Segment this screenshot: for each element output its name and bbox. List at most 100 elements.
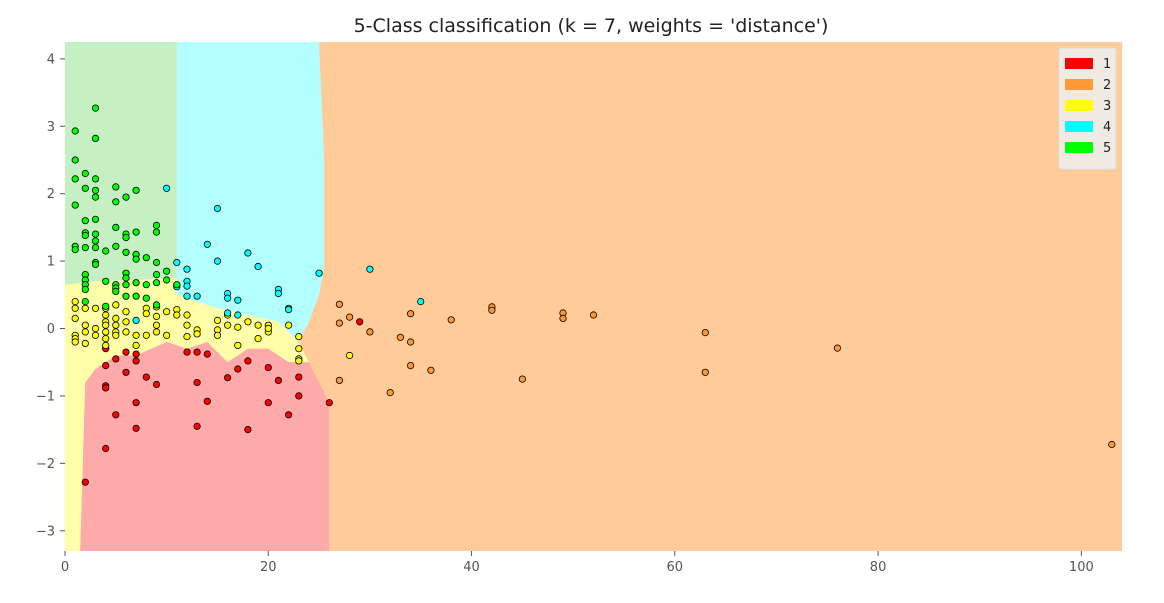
data-point-class-2 (366, 328, 374, 336)
data-point-class-3 (152, 328, 161, 336)
data-point-class-5 (132, 228, 140, 236)
data-point-class-5 (122, 248, 130, 256)
data-point-class-4 (132, 316, 140, 324)
data-point-class-5 (122, 281, 130, 289)
data-point-class-3 (81, 328, 89, 336)
y-tick-label: 2 (47, 187, 55, 202)
data-point-class-5 (102, 277, 110, 285)
data-point-class-5 (122, 233, 130, 242)
data-point-class-5 (91, 215, 100, 223)
data-point-class-2 (701, 368, 709, 376)
data-point-class-3 (295, 345, 303, 353)
data-point-class-4 (284, 305, 293, 314)
y-tick-label: −2 (36, 457, 55, 472)
data-point-class-5 (71, 175, 79, 183)
data-point-class-2 (406, 338, 415, 346)
data-point-class-2 (335, 300, 343, 308)
data-point-class-3 (213, 331, 222, 339)
data-point-class-1 (234, 365, 242, 373)
data-point-class-5 (112, 223, 120, 231)
data-point-class-5 (71, 156, 79, 164)
data-point-class-3 (91, 324, 100, 333)
data-point-class-3 (112, 321, 120, 329)
data-point-class-4 (224, 309, 232, 317)
legend-label-5: 5 (1103, 141, 1111, 156)
data-point-class-5 (81, 244, 89, 252)
data-point-class-3 (152, 312, 161, 320)
data-point-class-5 (152, 270, 161, 279)
data-point-class-5 (71, 246, 79, 254)
data-point-class-5 (71, 201, 79, 209)
data-point-class-1 (132, 357, 140, 365)
data-point-class-3 (295, 357, 303, 365)
data-point-class-3 (234, 341, 242, 349)
x-tick-label: 60 (667, 560, 684, 575)
x-tick-label: 0 (61, 560, 69, 575)
data-point-class-2 (1108, 440, 1116, 449)
data-point-class-3 (112, 331, 120, 339)
data-point-class-3 (122, 328, 130, 336)
legend-swatch-3 (1065, 100, 1093, 111)
data-point-class-5 (112, 183, 120, 191)
data-point-class-4 (183, 292, 191, 300)
data-point-class-4 (163, 184, 171, 192)
data-point-class-5 (122, 292, 130, 300)
data-point-class-1 (193, 422, 201, 430)
data-point-class-5 (132, 292, 140, 300)
data-point-class-4 (234, 296, 242, 304)
data-point-class-2 (386, 388, 394, 397)
data-point-class-2 (518, 375, 527, 383)
legend-label-2: 2 (1103, 78, 1111, 93)
data-point-class-3 (244, 318, 252, 326)
data-point-class-3 (183, 311, 191, 319)
legend-label-3: 3 (1103, 99, 1111, 114)
data-point-class-5 (81, 231, 89, 240)
data-point-class-1 (264, 363, 272, 372)
data-point-class-1 (244, 357, 252, 365)
decision-region-class-5 (65, 42, 177, 285)
legend-label-4: 4 (1103, 120, 1111, 135)
decision-region-class-2 (308, 42, 1122, 551)
data-point-class-3 (264, 324, 272, 333)
data-point-class-2 (396, 333, 404, 341)
data-point-class-2 (335, 376, 343, 384)
legend-label-1: 1 (1103, 57, 1111, 72)
y-tick-label: −1 (36, 389, 55, 404)
data-point-class-5 (173, 281, 181, 289)
data-point-class-5 (152, 258, 161, 267)
data-point-class-3 (234, 323, 242, 331)
data-point-class-5 (91, 134, 100, 142)
data-point-class-1 (132, 424, 140, 432)
scatter-points (71, 104, 1116, 486)
data-point-class-5 (132, 279, 140, 287)
data-point-class-1 (224, 374, 232, 382)
data-point-class-4 (417, 297, 425, 306)
data-point-class-1 (264, 399, 272, 407)
data-point-class-5 (81, 184, 89, 192)
data-point-class-1 (295, 392, 303, 400)
data-point-class-5 (163, 267, 171, 275)
legend-swatch-2 (1065, 79, 1093, 90)
data-point-class-5 (91, 193, 100, 201)
data-point-class-1 (244, 425, 252, 434)
data-point-class-3 (224, 321, 232, 329)
decision-region-class-3 (65, 278, 309, 551)
data-point-class-3 (163, 331, 171, 339)
y-tick-label: 3 (47, 120, 55, 135)
data-point-class-4 (213, 204, 222, 213)
data-point-class-3 (183, 321, 191, 329)
data-point-class-5 (142, 281, 150, 289)
data-point-class-1 (203, 350, 211, 358)
data-point-class-2 (427, 366, 435, 374)
data-point-class-3 (183, 332, 191, 341)
data-point-class-3 (71, 304, 79, 312)
data-point-class-3 (91, 331, 100, 339)
data-point-class-2 (589, 311, 598, 319)
data-point-class-2 (833, 344, 842, 352)
data-point-class-3 (254, 334, 262, 343)
data-point-class-5 (142, 294, 150, 302)
decision-region-class-1 (80, 342, 330, 551)
x-tick-label: 20 (260, 560, 277, 575)
data-point-class-1 (193, 378, 201, 387)
